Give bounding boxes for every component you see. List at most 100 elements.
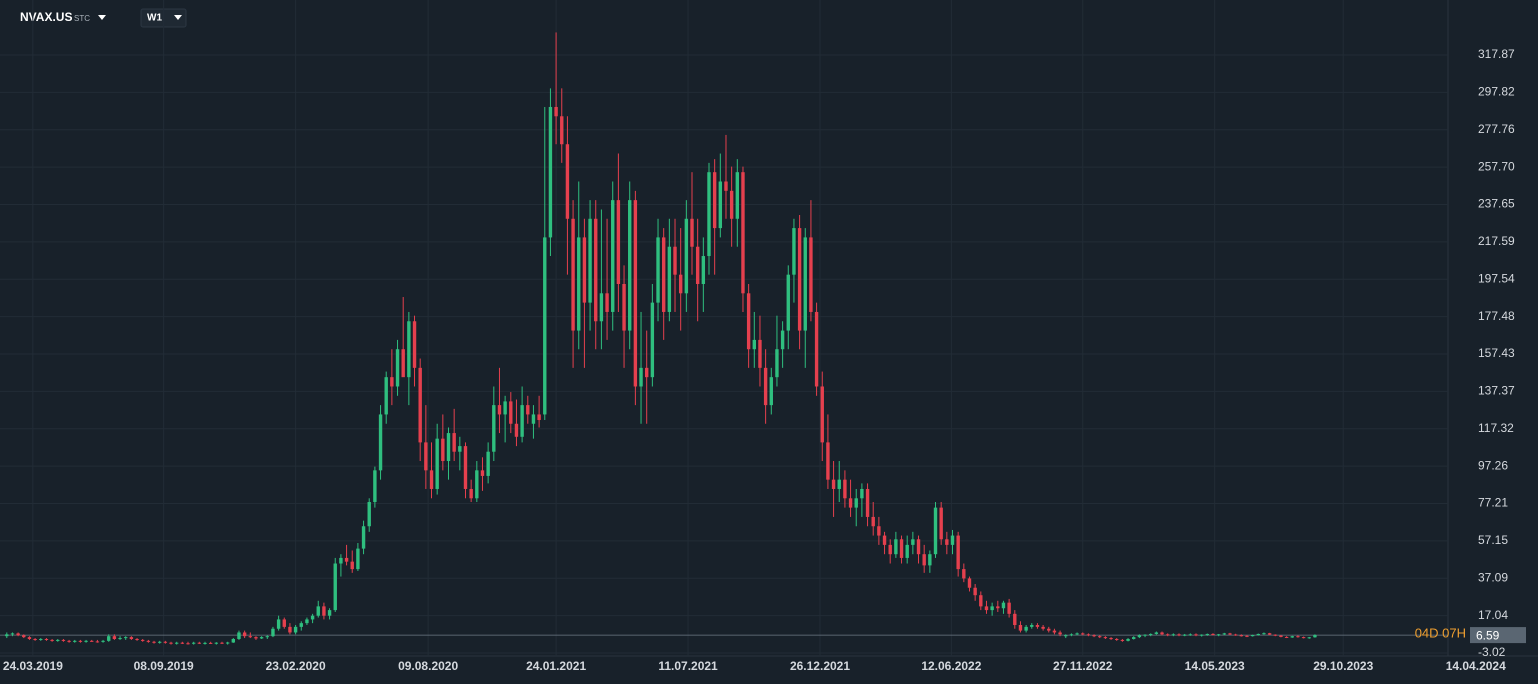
candle-body (1052, 630, 1057, 633)
candle (1007, 598, 1011, 618)
candle-body (1058, 632, 1062, 635)
candle (1064, 634, 1068, 639)
candle (616, 153, 621, 312)
candle (1307, 636, 1311, 639)
candle (152, 640, 156, 644)
candle-body (1307, 637, 1311, 639)
candle (1058, 630, 1062, 637)
candle-body (163, 641, 168, 643)
candle-body (701, 256, 706, 284)
candle-body (1177, 634, 1181, 636)
symbol-dropdown[interactable] (98, 15, 106, 20)
y-tick-label: 17.04 (1478, 608, 1508, 622)
candle-body (339, 557, 343, 564)
candle-body (135, 638, 139, 640)
candle-body (950, 535, 955, 545)
candle-body (1018, 625, 1023, 631)
candle-body (435, 438, 439, 489)
candle (310, 613, 315, 624)
candle (1115, 638, 1119, 641)
candle (1194, 633, 1198, 637)
candle (735, 159, 740, 247)
candle (1211, 633, 1215, 636)
candle (407, 311, 411, 406)
candle-body (695, 246, 700, 284)
candle-body (1030, 625, 1034, 627)
candle (1137, 634, 1142, 639)
candle-body (588, 218, 592, 303)
candle (265, 635, 269, 639)
y-tick-label: 117.32 (1478, 421, 1514, 435)
candle-body (1069, 634, 1074, 636)
candle (848, 479, 853, 517)
candle-body (735, 172, 740, 219)
candle (84, 639, 88, 643)
y-tick-label: 237.65 (1478, 197, 1515, 211)
candle-body (1194, 634, 1198, 636)
candle-body (922, 554, 926, 566)
last-price-label: 6.59 (1476, 628, 1500, 642)
symbol[interactable]: NVAX.US (20, 10, 72, 24)
candle-body (899, 539, 904, 558)
candle-body (1013, 613, 1017, 626)
candle-body (945, 539, 949, 545)
candle-body (299, 623, 303, 627)
candle (1001, 600, 1006, 614)
candle (775, 315, 779, 387)
candle-body (871, 516, 875, 527)
interval-dropdown[interactable] (174, 15, 182, 20)
candle-body (577, 237, 581, 331)
candle (1273, 634, 1277, 637)
candle-body (661, 237, 666, 312)
candle (259, 636, 264, 639)
candle-body (826, 442, 830, 480)
candle (339, 554, 343, 577)
candle-body (1279, 635, 1283, 637)
candle (639, 311, 643, 424)
candle (254, 636, 258, 640)
candle (945, 531, 949, 555)
candle-body (1205, 633, 1210, 635)
candle-body (452, 433, 456, 452)
candle (1205, 633, 1210, 636)
candle (684, 200, 689, 312)
candle-body (1160, 632, 1164, 635)
candle (1245, 635, 1249, 638)
candle-body (458, 446, 462, 452)
candle-body (911, 539, 915, 545)
candle (888, 539, 892, 564)
candle-body (582, 237, 587, 303)
candle (1148, 633, 1153, 637)
candle (480, 457, 485, 491)
candle-body (486, 451, 490, 476)
candle (180, 641, 185, 645)
candle (1177, 633, 1181, 637)
candle-body (231, 638, 236, 643)
candle (169, 641, 173, 645)
candle (548, 88, 553, 257)
y-tick-label: 277.76 (1478, 122, 1515, 136)
candle (1132, 636, 1136, 640)
candle (661, 228, 666, 340)
candle (894, 531, 898, 558)
candle-body (429, 470, 434, 489)
candle-body (152, 641, 156, 643)
candle (429, 442, 434, 499)
candle (1081, 632, 1085, 636)
candle (656, 218, 660, 322)
candle (248, 632, 252, 639)
candle-body (208, 642, 213, 644)
candle-body (282, 619, 286, 627)
candle-body (276, 619, 281, 629)
x-tick-label: 24.03.2019 (3, 659, 63, 673)
candle (543, 106, 547, 421)
candle-body (1024, 626, 1028, 631)
candle-body (775, 349, 779, 378)
candle (990, 602, 994, 616)
candle-body (1290, 636, 1294, 638)
candle-body (180, 642, 185, 644)
candle (141, 638, 145, 642)
x-tick-label: 08.09.2019 (134, 659, 194, 673)
candle-body (594, 218, 598, 322)
candle (1041, 625, 1045, 631)
